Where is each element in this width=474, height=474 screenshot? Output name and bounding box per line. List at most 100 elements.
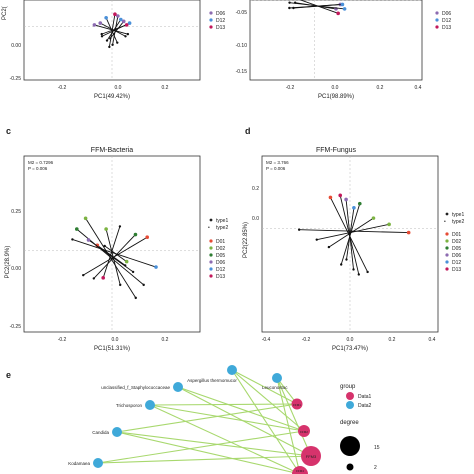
panel-a-segments <box>24 0 200 80</box>
panel-a-xlabel: PC1(49.42%) <box>94 94 130 100</box>
point-end-d13 <box>100 32 103 36</box>
point-end-d12 <box>288 1 291 4</box>
point-d02 <box>371 216 376 220</box>
legend-degree-label-15: 15 <box>374 445 380 451</box>
legend-degree-title: degree <box>340 420 359 426</box>
network-node-candida: Candida <box>92 427 122 437</box>
node-label-unclassified: unclassified_f_Staphylococcaceae <box>101 385 170 390</box>
point-end-d02 <box>103 244 106 248</box>
point-d06 <box>121 19 126 24</box>
panel-d-ytick-2: 0.0 <box>252 216 259 222</box>
legend-dot-d06 <box>209 260 213 264</box>
panel-b-ytick-3: -0.15 <box>236 69 248 75</box>
point-end-d12 <box>116 41 119 44</box>
point-end-d01 <box>366 270 369 274</box>
procrustes-segment-d02 <box>316 223 390 241</box>
panel-a-frame <box>23 0 201 81</box>
network-edges <box>97 369 312 474</box>
procrustes-segment-d02 <box>85 218 137 299</box>
panel-d-xtick-2: -0.2 <box>302 337 311 343</box>
network-node-kodamaea: Kodamaea <box>68 458 103 468</box>
panel-c-ytick-2: 0.00 <box>11 266 21 272</box>
point-d12 <box>352 205 356 210</box>
panel-c: c FFM-Bacteria M2 = 0.7296 P = 0.006 PC2… <box>5 126 228 352</box>
point-d13 <box>101 276 105 280</box>
panel-c-stat-p: P = 0.006 <box>28 166 48 171</box>
network-node-aspergillus: Aspergillus thermomucor <box>187 365 237 383</box>
panel-b-xlabel: PC1(98.89%) <box>318 94 354 100</box>
node-circle <box>272 373 282 383</box>
panel-d-stat-m2: M2 = 3.766 <box>266 160 289 165</box>
network-edge <box>276 377 312 457</box>
network-node-ffm4: FFM4 <box>292 466 308 474</box>
panel-a-xtick-1: -0.2 <box>58 85 67 91</box>
network-node-leuconostoc: Leuconostoc <box>262 373 288 390</box>
legend-label-d06: D06 <box>442 11 451 17</box>
legend-dot-d06 <box>445 253 449 257</box>
network-edge <box>231 369 305 432</box>
node-circle <box>227 365 237 375</box>
legend-label-d05: D05 <box>216 253 225 259</box>
point-end-d01 <box>82 273 85 277</box>
point-d02 <box>83 216 88 221</box>
point-d02 <box>104 227 108 231</box>
panel-c-xtick-2: 0.0 <box>112 337 119 343</box>
panel-b-legend: D06 D12 D13 <box>435 11 451 31</box>
point-end-d12 <box>345 258 348 261</box>
legend-dot-d12 <box>445 260 449 264</box>
panel-c-ytick-1: 0.25 <box>11 209 21 215</box>
procrustes-segment-d06 <box>109 21 125 39</box>
procrustes-segment-d12 <box>346 207 355 260</box>
point-d12 <box>127 21 132 25</box>
legend-label-d01: D01 <box>452 232 461 238</box>
node-label-trichosporon: Trichosporon <box>116 403 143 408</box>
point-end-d06 <box>111 43 114 46</box>
point-end-d12 <box>288 6 291 10</box>
panel-d-stat-p: P = 0.006 <box>266 166 286 171</box>
legend-label-d13: D13 <box>216 25 225 31</box>
point-end-d02 <box>315 238 318 241</box>
panel-c-stat-m2: M2 = 0.7296 <box>28 160 54 165</box>
panel-d-segments <box>262 156 438 332</box>
point-end-d06 <box>352 268 355 271</box>
point-d13 <box>113 12 117 17</box>
panel-b-xtick-2: 0.0 <box>332 85 339 91</box>
panel-d-xtick-5: 0.4 <box>429 337 436 343</box>
panel-c-xlabel: PC1(51.31%) <box>94 346 130 352</box>
point-d01 <box>145 235 149 240</box>
legend-label-type2: type2 <box>216 225 228 231</box>
legend-degree-large <box>340 436 360 456</box>
node-circle <box>93 458 103 468</box>
legend-dot-d13 <box>209 274 213 278</box>
procrustes-segment-d13 <box>102 226 121 278</box>
point-end-d12 <box>100 35 104 38</box>
point-end-d05 <box>142 283 145 287</box>
panel-d-title: FFM-Fungus <box>316 147 357 154</box>
panel-b: -0.05 -0.10 -0.15 -0.2 0.0 0.2 0.4 PC1(9… <box>236 0 451 100</box>
procrustes-segment-d13 <box>299 0 339 14</box>
legend-label-data1: Data1 <box>358 394 372 400</box>
node-circle <box>112 427 122 437</box>
legend-dot-d12 <box>209 267 213 271</box>
legend-dot-d13 <box>435 25 439 29</box>
point-d12 <box>340 2 345 7</box>
panel-a-legend: D06 D12 D13 <box>209 11 225 31</box>
node-label-aspergillus: Aspergillus thermomucor <box>187 378 237 383</box>
network-node-unclassified: unclassified_f_Staphylococcaceae <box>101 382 183 392</box>
legend-group-title: group <box>340 384 356 390</box>
node-label-ffm1: FFM1 <box>293 403 301 407</box>
procrustes-segment-d13 <box>101 24 127 35</box>
legend-label-d06: D06 <box>216 260 225 266</box>
point-d06 <box>86 238 91 242</box>
point-d05 <box>357 201 362 206</box>
procrustes-segment-d13 <box>339 195 360 275</box>
legend-dot-d05 <box>209 253 213 257</box>
point-d13 <box>338 193 343 198</box>
procrustes-segment-d05 <box>93 234 136 279</box>
panel-c-ylabel: PC2(28.9%) <box>5 246 11 279</box>
legend-dot-data2 <box>346 401 354 409</box>
legend-dot-d02 <box>445 239 449 243</box>
legend-dot-d12 <box>209 18 213 22</box>
legend-dot-d12 <box>435 18 439 22</box>
procrustes-segment-d06 <box>88 239 134 273</box>
